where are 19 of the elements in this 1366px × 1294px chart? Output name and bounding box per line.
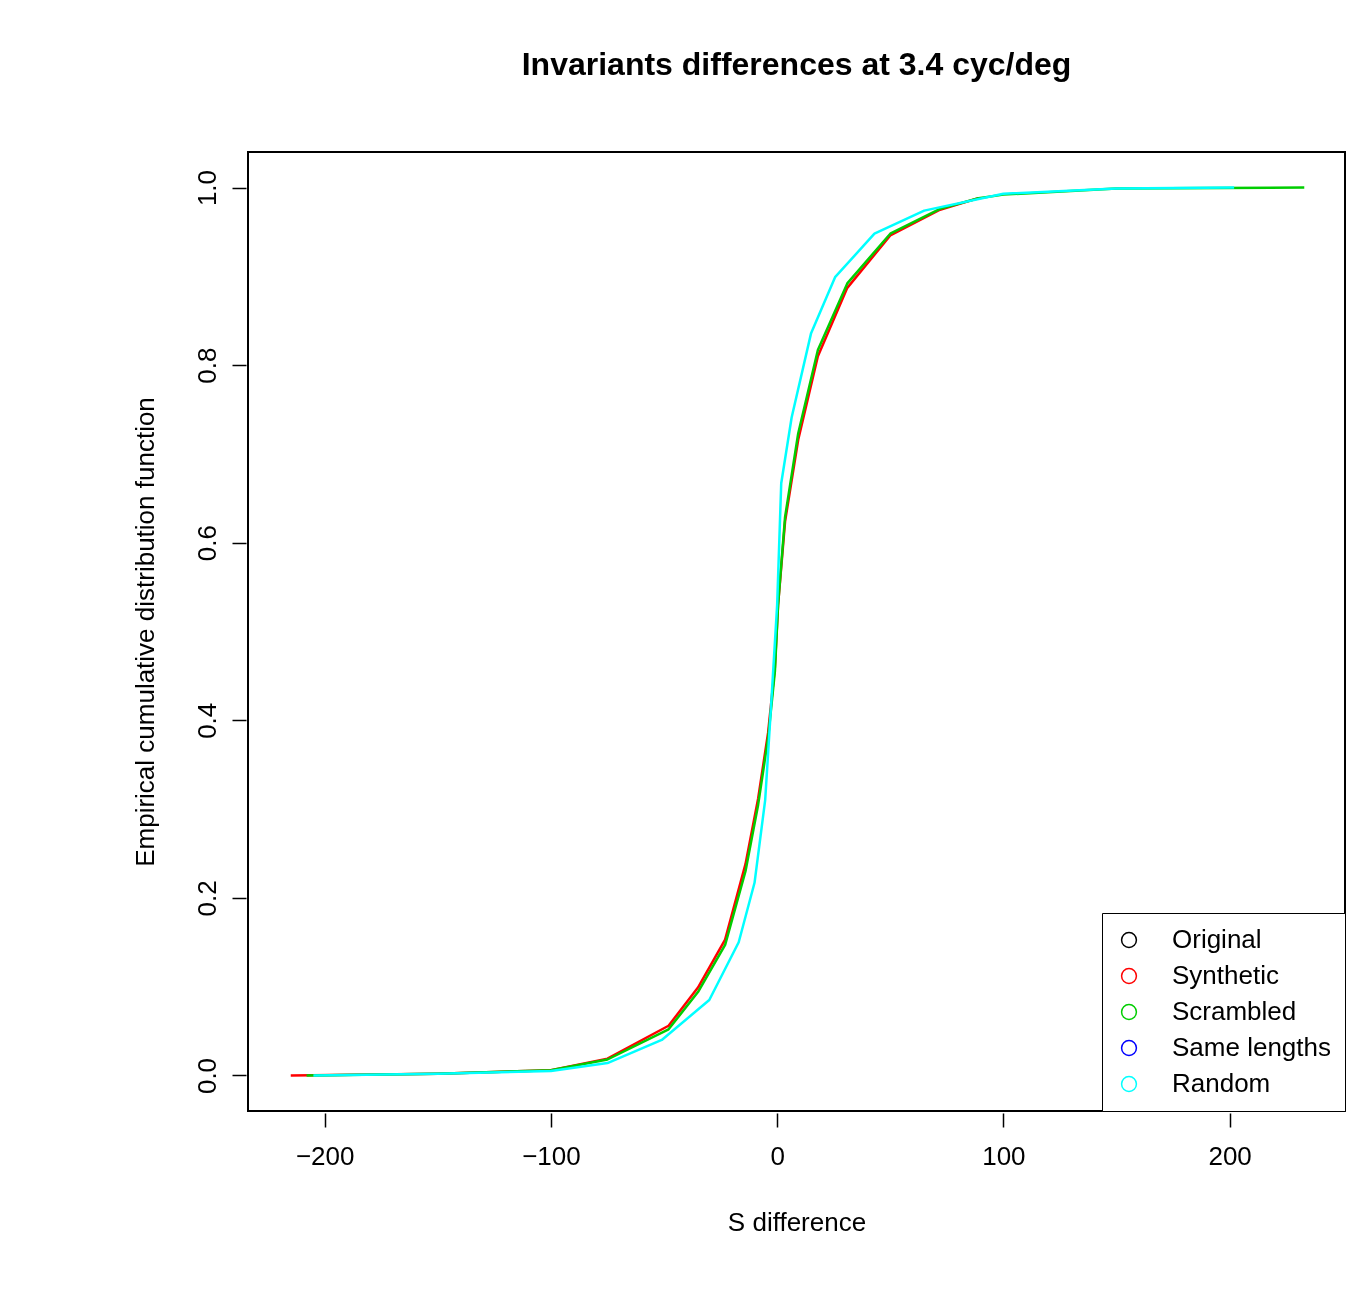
y-axis-title: Empirical cumulative distribution function: [129, 397, 160, 867]
chart-title: Invariants differences at 3.4 cyc/deg: [521, 46, 1072, 82]
x-tick-label: −100: [522, 1140, 581, 1171]
y-tick-label: 0.4: [191, 702, 222, 739]
legend-label: Same lengths: [1172, 1032, 1331, 1062]
x-tick-label: 100: [982, 1140, 1026, 1171]
legend-label: Random: [1172, 1068, 1271, 1098]
y-tick-label: 1.0: [191, 169, 222, 207]
x-tick-label: 0: [770, 1140, 785, 1171]
legend-label: Original: [1172, 924, 1262, 954]
legend-label: Scrambled: [1172, 996, 1297, 1026]
x-tick-label: −200: [295, 1140, 355, 1171]
x-axis-title: S difference: [727, 1206, 867, 1237]
legend-label: Synthetic: [1172, 960, 1279, 990]
y-tick-label: 0.0: [191, 1057, 222, 1095]
y-tick-label: 0.6: [191, 525, 222, 562]
y-tick-label: 0.2: [191, 880, 222, 917]
y-tick-label: 0.8: [191, 347, 222, 384]
x-tick-label: 200: [1208, 1140, 1252, 1171]
